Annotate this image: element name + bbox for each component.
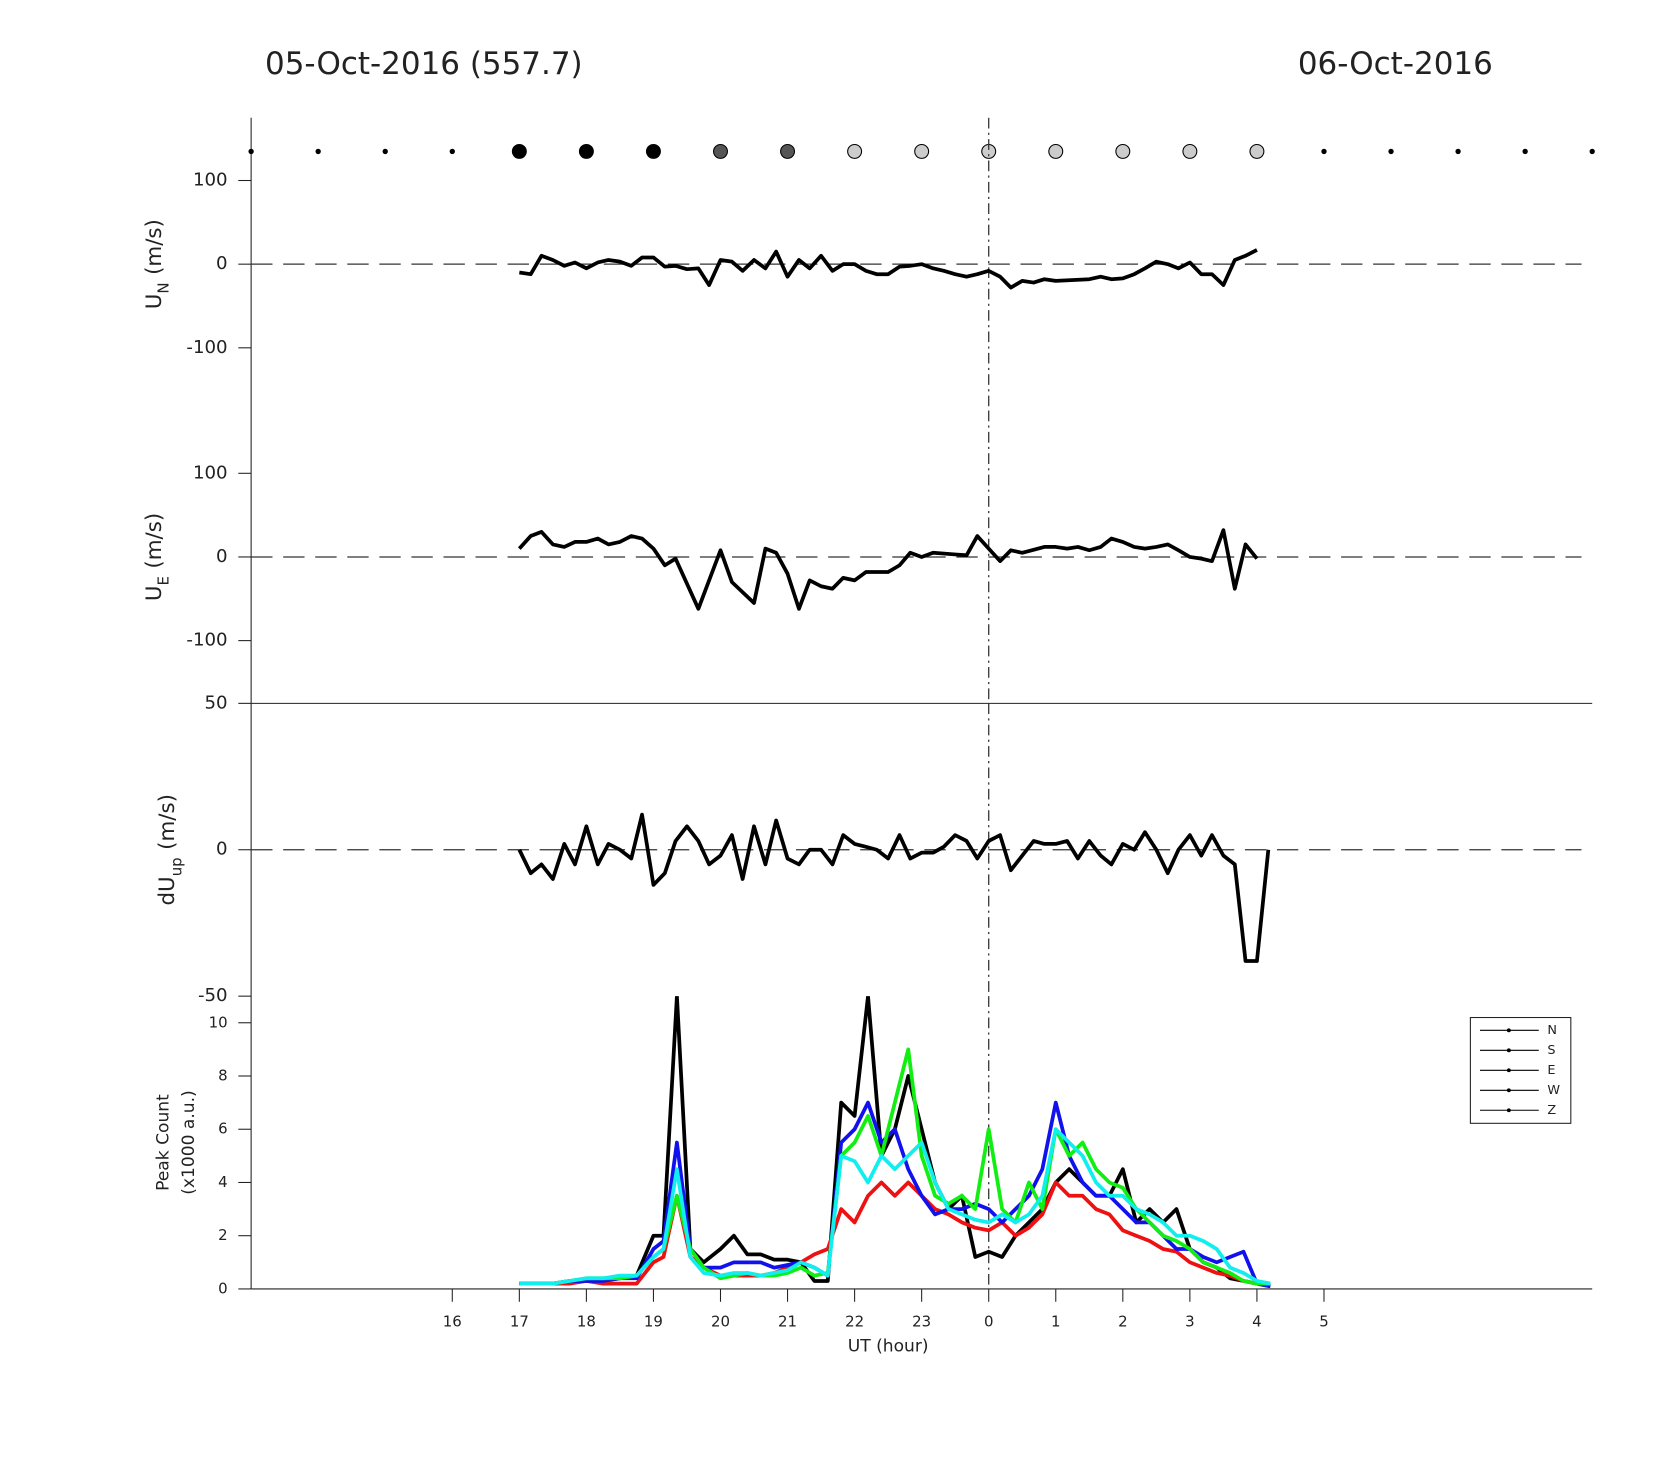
sky-marker (1455, 148, 1461, 155)
legend-dot (1506, 1048, 1511, 1053)
x-tick-label: 18 (577, 1313, 596, 1331)
y-label-main: U (142, 294, 167, 310)
y-tick-label: 100 (193, 462, 228, 483)
sky-marker (645, 143, 661, 159)
title-left: 05-Oct-2016 (557.7) (265, 46, 583, 82)
data-line (517, 528, 1259, 611)
sky-marker (382, 148, 388, 155)
x-tick-label: 20 (711, 1313, 730, 1331)
y-label-sub: E (154, 576, 172, 585)
x-tick-label: 1 (1051, 1313, 1061, 1331)
y-label-main: dU (155, 876, 180, 905)
y-axis-label: Peak Count (153, 1094, 173, 1191)
legend-label: Z (1547, 1103, 1556, 1118)
sky-marker (1115, 143, 1131, 159)
y-label-main: Peak Count (153, 1094, 173, 1191)
data-line (517, 812, 1271, 963)
x-tick-label: 22 (845, 1313, 864, 1331)
data-line (519, 1127, 1271, 1286)
y-tick-label: 10 (209, 1013, 228, 1031)
y-tick-label: -50 (198, 985, 228, 1006)
sky-marker (449, 148, 455, 155)
x-tick-label: 17 (510, 1313, 529, 1331)
y-tick-label: 8 (218, 1067, 228, 1085)
legend-dot (1506, 1028, 1511, 1033)
y-axis-label: (x1000 a.u.) (179, 1090, 199, 1194)
y-tick-label: -100 (186, 337, 227, 358)
sky-marker (713, 143, 728, 159)
legend-dot (1506, 1068, 1511, 1073)
y-tick-label: 4 (218, 1173, 228, 1191)
legend-label: S (1547, 1043, 1555, 1058)
legend-dot (1506, 1088, 1511, 1093)
sky-marker (1388, 148, 1394, 155)
y-axis-label: UN (m/s) (142, 219, 172, 309)
x-tick-label: 2 (1118, 1313, 1128, 1331)
title-right: 06-Oct-2016 (1298, 46, 1493, 82)
sky-marker (1249, 143, 1265, 159)
y-label-main: U (142, 586, 167, 602)
y-tick-label: 50 (205, 692, 228, 713)
sky-marker (315, 148, 321, 155)
x-tick-label: 16 (443, 1313, 462, 1331)
data-line (519, 1180, 1271, 1286)
x-tick-label: 23 (912, 1313, 931, 1331)
y-tick-label: 0 (216, 839, 228, 860)
y-tick-label: 100 (193, 170, 228, 191)
legend-label: W (1547, 1083, 1560, 1098)
y-tick-label: 0 (216, 253, 228, 274)
sky-marker (248, 148, 254, 155)
sky-marker (780, 143, 796, 159)
sky-marker (578, 143, 594, 159)
x-tick-label: 3 (1185, 1313, 1195, 1331)
y-axis-label: dUup (m/s) (155, 794, 185, 905)
sky-marker (1182, 143, 1198, 159)
series (519, 1180, 1271, 1286)
y-tick-label: 6 (218, 1120, 228, 1138)
series (519, 1127, 1271, 1286)
sky-marker (914, 143, 930, 159)
y-tick-label: 2 (218, 1226, 228, 1244)
y-label-unit: (m/s) (142, 219, 167, 275)
x-tick-label: 5 (1319, 1313, 1329, 1331)
y-label-unit: (m/s) (142, 513, 167, 569)
sky-marker (1048, 143, 1064, 159)
x-tick-label: 21 (778, 1313, 797, 1331)
legend-label: N (1547, 1023, 1557, 1038)
y-tick-label: 0 (216, 546, 228, 567)
sky-marker (511, 143, 527, 159)
y-tick-label: -100 (186, 630, 227, 651)
sky-marker (1522, 148, 1528, 155)
y-tick-label: 0 (218, 1279, 228, 1297)
sky-marker (1321, 148, 1327, 155)
y-label-unit: (m/s) (155, 794, 180, 850)
legend-label: E (1547, 1063, 1555, 1078)
x-tick-label: 4 (1252, 1313, 1262, 1331)
x-tick-label: 19 (644, 1313, 663, 1331)
x-axis-label: UT (hour) (848, 1337, 929, 1357)
legend-dot (1506, 1108, 1511, 1113)
x-tick-label: 0 (984, 1313, 994, 1331)
sky-marker (847, 143, 863, 159)
y-label-sub: N (154, 282, 172, 293)
y-label-sub: up (167, 857, 185, 876)
data-line (519, 248, 1258, 290)
sky-marker (1589, 148, 1595, 155)
y-axis-label: UE (m/s) (142, 513, 172, 601)
